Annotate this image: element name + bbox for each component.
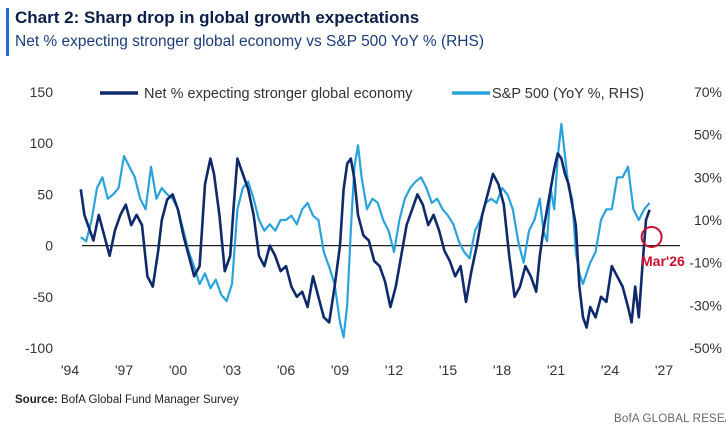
x-tick-label: '97 (115, 362, 133, 378)
right-tick-label: -50% (689, 340, 722, 356)
x-tick-label: '00 (169, 362, 187, 378)
legend-label-sp500: S&P 500 (YoY %, RHS) (492, 86, 644, 102)
x-tick-label: '24 (601, 362, 619, 378)
x-axis-ticks: '94 '97 '00 '03 '06 '09 '12 '15 '18 '21 '24 '27 (61, 362, 673, 378)
right-tick-label: 50% (694, 127, 722, 143)
annotation-label: Mar'26 (641, 253, 685, 269)
source-label: Source: (15, 394, 58, 406)
legend-label-net-stronger-economy: Net % expecting stronger global economy (144, 86, 413, 102)
annotation-circle (640, 226, 663, 248)
x-tick-label: '15 (439, 362, 457, 378)
x-tick-label: '21 (547, 362, 565, 378)
title-accent-bar (6, 8, 9, 56)
source-text: BofA Global Fund Manager Survey (61, 394, 239, 406)
x-tick-label: '06 (277, 362, 295, 378)
x-tick-label: '27 (655, 362, 673, 378)
left-tick-label: 50 (37, 186, 53, 202)
right-tick-label: -30% (689, 297, 722, 313)
right-tick-label: 10% (694, 212, 722, 228)
right-tick-label: 30% (694, 169, 722, 185)
x-tick-label: '12 (385, 362, 403, 378)
x-tick-label: '94 (61, 362, 79, 378)
left-tick-label: 0 (45, 238, 53, 254)
right-tick-label: 70% (694, 84, 722, 100)
x-tick-label: '03 (223, 362, 241, 378)
right-axis-ticks: 70% 50% 30% 10% -10% -30% -50% (689, 84, 722, 356)
left-tick-label: -100 (25, 340, 53, 356)
legend: Net % expecting stronger global economy … (100, 86, 644, 102)
series-line-net-stronger-economy (79, 152, 651, 329)
left-tick-label: 100 (30, 135, 54, 151)
series-line-sp500 (80, 122, 651, 339)
left-tick-label: 150 (30, 84, 54, 100)
x-tick-label: '18 (493, 362, 511, 378)
right-tick-label: -10% (689, 255, 722, 271)
footer-brand: BofA GLOBAL RESEAI (614, 413, 726, 425)
chart-subtitle: Net % expecting stronger global economy … (15, 33, 484, 50)
source-note: Source: BofA Global Fund Manager Survey (15, 394, 239, 406)
left-axis-ticks: 150 100 50 0 -50 -100 (25, 84, 53, 356)
chart-title: Chart 2: Sharp drop in global growth exp… (15, 8, 420, 27)
x-tick-label: '09 (331, 362, 349, 378)
left-tick-label: -50 (33, 289, 53, 305)
